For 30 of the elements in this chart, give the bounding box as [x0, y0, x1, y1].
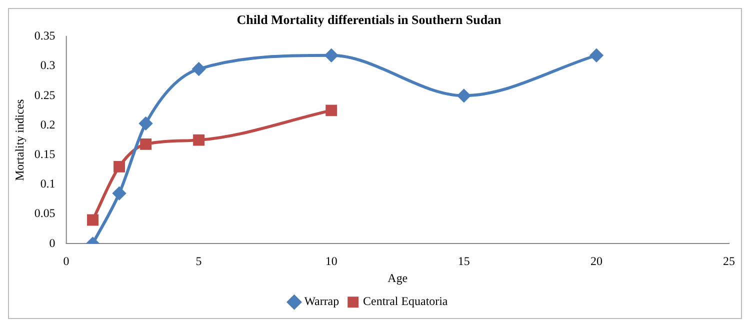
point — [590, 48, 603, 62]
x-tick-label: 10 — [325, 254, 338, 268]
legend-label: Central Equatoria — [363, 294, 448, 308]
y-tick-label: 0.3 — [40, 58, 56, 72]
legend-label: Warrap — [304, 294, 340, 308]
point — [326, 104, 338, 116]
x-tick-label: 25 — [723, 254, 736, 268]
y-tick-label: 0.25 — [34, 88, 56, 102]
point — [112, 186, 126, 200]
y-tick-label: 0.35 — [34, 28, 56, 43]
y-tick-label: 0.2 — [40, 117, 56, 132]
point — [457, 89, 470, 102]
chart-title: Child Mortality differentials in Southern Sudan — [236, 12, 502, 28]
point — [324, 48, 338, 62]
point — [139, 117, 152, 130]
x-tick-label: 0 — [63, 254, 70, 268]
y-tick-label: 0.1 — [40, 176, 56, 191]
point — [114, 160, 125, 172]
point — [193, 134, 205, 146]
x-axis-title: Age — [388, 271, 408, 286]
point — [140, 138, 152, 150]
y-tick-label: 0.15 — [34, 147, 56, 161]
x-tick-label: 20 — [590, 254, 602, 268]
y-tick-label: 0 — [49, 236, 56, 250]
y-axis-title: Mortality indices — [12, 98, 26, 181]
point — [192, 62, 206, 76]
y-tick-label: 0.05 — [34, 206, 56, 220]
x-tick-label: 15 — [458, 254, 470, 268]
x-tick-label: 5 — [196, 254, 202, 268]
point — [87, 214, 98, 226]
